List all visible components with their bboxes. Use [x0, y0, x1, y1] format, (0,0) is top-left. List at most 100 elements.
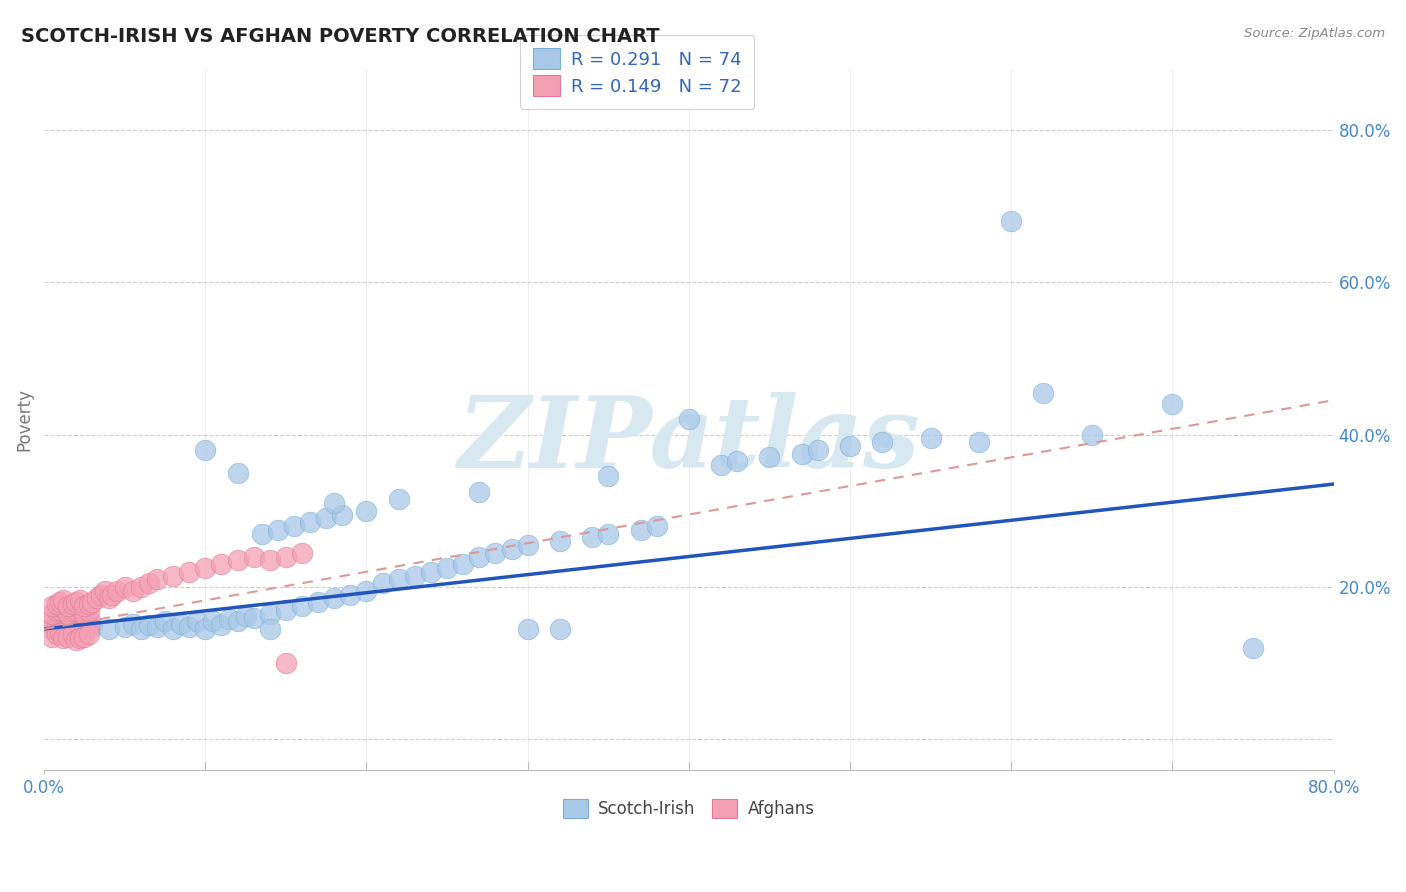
- Point: [46, 627, 69, 641]
- Point: [77, 604, 100, 618]
- Point: [226, 615, 249, 629]
- Point: [388, 573, 411, 587]
- Point: [194, 622, 217, 636]
- Point: [77, 620, 100, 634]
- Point: [58, 630, 80, 644]
- Point: [162, 568, 184, 582]
- Point: [630, 523, 652, 537]
- Point: [49, 610, 72, 624]
- Point: [65, 633, 87, 648]
- Point: [73, 607, 96, 621]
- Point: [49, 615, 72, 629]
- Point: [138, 618, 160, 632]
- Point: [291, 546, 314, 560]
- Point: [73, 615, 96, 629]
- Point: [105, 583, 128, 598]
- Point: [186, 615, 208, 629]
- Point: [58, 607, 80, 621]
- Point: [356, 583, 378, 598]
- Point: [73, 599, 96, 613]
- Point: [69, 593, 91, 607]
- Point: [77, 612, 100, 626]
- Point: [170, 616, 193, 631]
- Point: [194, 561, 217, 575]
- Point: [235, 609, 257, 624]
- Point: [86, 591, 108, 606]
- Point: [274, 549, 297, 564]
- Point: [65, 603, 87, 617]
- Point: [46, 604, 69, 618]
- Point: [52, 593, 75, 607]
- Point: [41, 630, 63, 644]
- Point: [69, 608, 91, 623]
- Point: [62, 612, 84, 626]
- Point: [69, 600, 91, 615]
- Point: [299, 515, 322, 529]
- Point: [226, 466, 249, 480]
- Point: [62, 627, 84, 641]
- Point: [259, 622, 281, 636]
- Point: [484, 546, 506, 560]
- Point: [179, 565, 201, 579]
- Point: [274, 657, 297, 671]
- Point: [49, 603, 72, 617]
- Point: [41, 599, 63, 613]
- Point: [114, 580, 136, 594]
- Point: [46, 620, 69, 634]
- Point: [194, 442, 217, 457]
- Point: [202, 615, 225, 629]
- Point: [129, 580, 152, 594]
- Point: [790, 446, 813, 460]
- Point: [73, 622, 96, 636]
- Point: [404, 568, 426, 582]
- Point: [77, 597, 100, 611]
- Text: ZIPatlas: ZIPatlas: [458, 392, 920, 489]
- Point: [451, 557, 474, 571]
- Point: [97, 622, 120, 636]
- Text: Source: ZipAtlas.com: Source: ZipAtlas.com: [1244, 27, 1385, 40]
- Point: [872, 435, 894, 450]
- Point: [468, 549, 491, 564]
- Point: [274, 603, 297, 617]
- Point: [41, 622, 63, 636]
- Point: [307, 595, 329, 609]
- Point: [41, 615, 63, 629]
- Point: [645, 519, 668, 533]
- Point: [501, 541, 523, 556]
- Point: [209, 618, 232, 632]
- Point: [62, 620, 84, 634]
- Point: [179, 620, 201, 634]
- Point: [65, 618, 87, 632]
- Point: [242, 610, 264, 624]
- Point: [330, 508, 353, 522]
- Point: [323, 496, 346, 510]
- Point: [598, 469, 620, 483]
- Point: [49, 625, 72, 640]
- Point: [69, 631, 91, 645]
- Point: [58, 599, 80, 613]
- Point: [121, 616, 143, 631]
- Point: [73, 630, 96, 644]
- Point: [1241, 640, 1264, 655]
- Point: [967, 435, 990, 450]
- Point: [267, 523, 290, 537]
- Point: [82, 595, 104, 609]
- Point: [146, 573, 169, 587]
- Point: [516, 622, 538, 636]
- Point: [41, 607, 63, 621]
- Point: [62, 604, 84, 618]
- Point: [58, 622, 80, 636]
- Point: [52, 600, 75, 615]
- Point: [371, 576, 394, 591]
- Point: [242, 549, 264, 564]
- Point: [69, 615, 91, 630]
- Point: [218, 612, 240, 626]
- Point: [49, 595, 72, 609]
- Legend: Scotch-Irish, Afghans: Scotch-Irish, Afghans: [557, 792, 821, 825]
- Point: [49, 618, 72, 632]
- Point: [52, 631, 75, 645]
- Point: [153, 615, 176, 629]
- Point: [65, 610, 87, 624]
- Text: SCOTCH-IRISH VS AFGHAN POVERTY CORRELATION CHART: SCOTCH-IRISH VS AFGHAN POVERTY CORRELATI…: [21, 27, 659, 45]
- Point: [581, 531, 603, 545]
